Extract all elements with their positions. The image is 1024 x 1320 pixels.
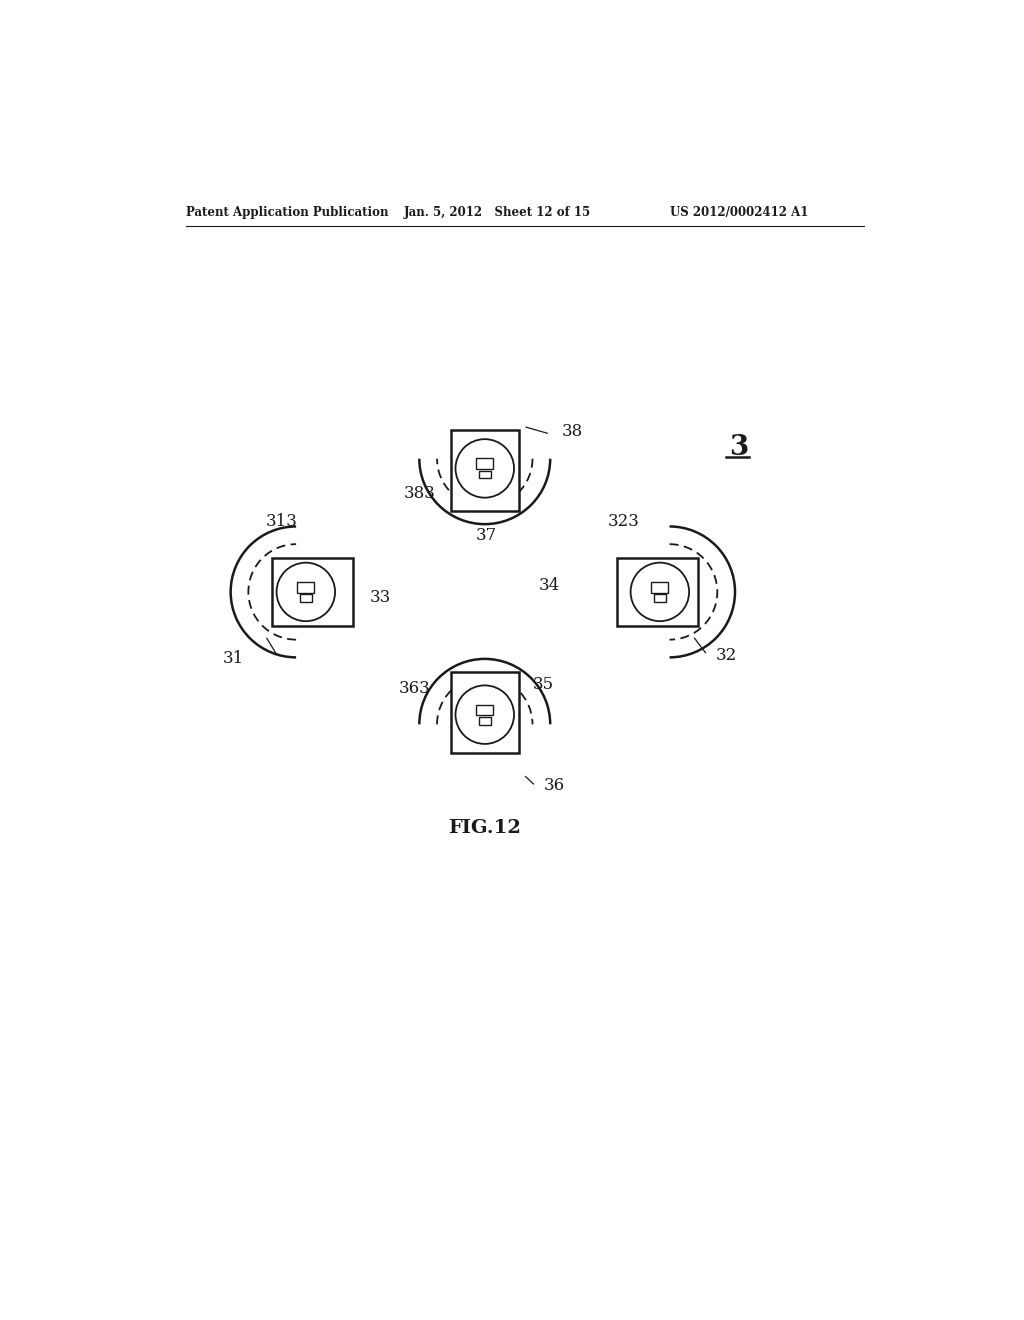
Bar [476,705,494,715]
Text: Patent Application Publication: Patent Application Publication [186,206,388,219]
Bar [272,558,353,626]
Bar [451,672,518,752]
Text: 38: 38 [562,424,583,441]
Bar [478,471,490,478]
Text: 32: 32 [716,647,737,664]
Bar [451,430,518,511]
Bar [476,458,494,469]
Text: US 2012/0002412 A1: US 2012/0002412 A1 [670,206,808,219]
Text: 34: 34 [539,577,560,594]
Bar [617,558,698,626]
Bar [297,582,314,593]
Text: 33: 33 [370,589,390,606]
Bar [653,594,666,602]
Text: 36: 36 [544,777,565,795]
Bar [300,594,312,602]
Bar [478,717,490,725]
Text: 35: 35 [532,676,554,693]
Text: Jan. 5, 2012   Sheet 12 of 15: Jan. 5, 2012 Sheet 12 of 15 [403,206,591,219]
Text: 31: 31 [223,651,244,668]
Text: 383: 383 [403,484,436,502]
Text: 313: 313 [265,513,297,531]
Text: 323: 323 [608,513,640,531]
Text: 363: 363 [398,680,430,697]
Text: 37: 37 [475,527,497,544]
Text: FIG.12: FIG.12 [449,820,521,837]
Text: 3: 3 [729,434,749,461]
Bar [651,582,669,593]
